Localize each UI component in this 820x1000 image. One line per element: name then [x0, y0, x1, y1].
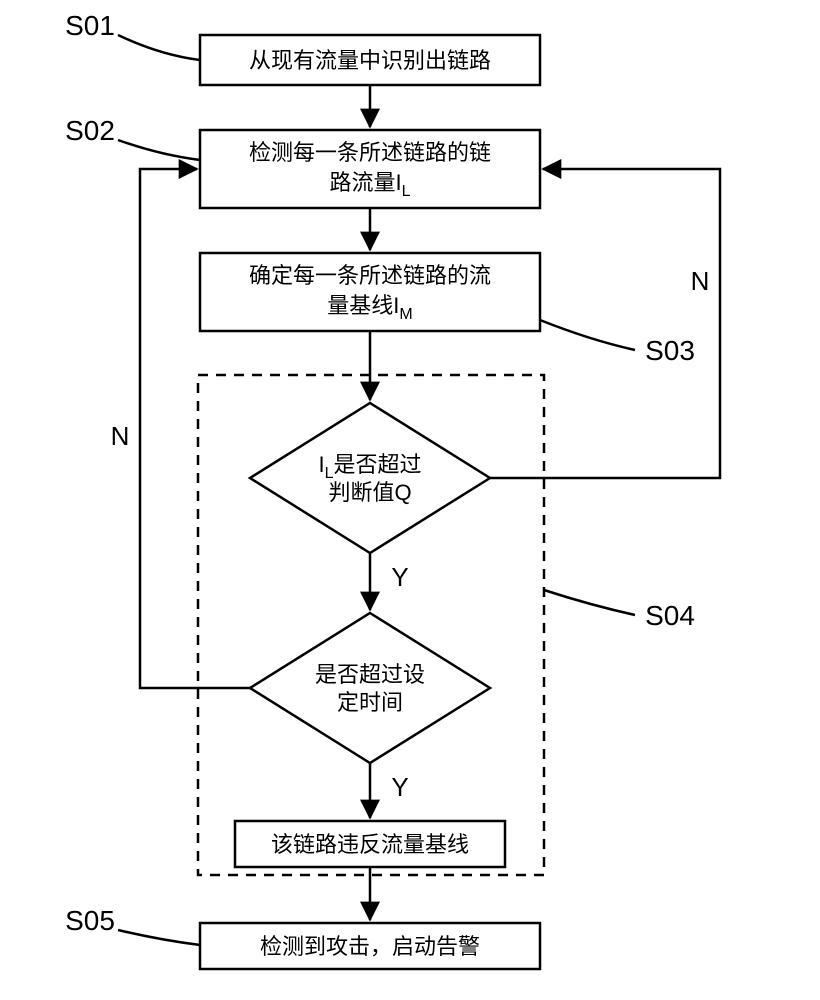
edge-d1-no-label: N: [691, 266, 710, 296]
step-label-s05: S05: [65, 905, 115, 936]
edge-d2-no: [140, 169, 250, 688]
decision-exceed-time: [250, 613, 490, 763]
step-label-s03: S03: [645, 335, 695, 366]
leader-s02: [118, 140, 200, 160]
decision-exceed-q-line2: 判断值Q: [328, 480, 411, 505]
flowchart-diagram: S01 从现有流量中识别出链路 S02 检测每一条所述链路的链 路流量IL 确定…: [0, 0, 820, 1000]
edge-d1-no: [490, 169, 720, 478]
decision-exceed-q-line1: IL是否超过: [318, 452, 421, 482]
leader-s01: [118, 35, 200, 60]
decision-exceed-q: [250, 403, 490, 553]
node-violation-text: 该链路违反流量基线: [271, 832, 469, 857]
step-label-s01: S01: [65, 10, 115, 41]
leader-s04: [544, 590, 635, 615]
node-baseline-line2: 量基线IM: [327, 293, 412, 323]
leader-s03: [540, 320, 635, 350]
decision-exceed-time-line2: 定时间: [337, 690, 403, 715]
node-detect-traffic-line1: 检测每一条所述链路的链: [249, 140, 491, 165]
decision-exceed-time-line1: 是否超过设: [315, 662, 425, 687]
node-alarm-text: 检测到攻击，启动告警: [260, 934, 480, 959]
step-label-s04: S04: [645, 600, 695, 631]
edge-d1-y-label: Y: [391, 562, 408, 592]
edge-d2-y-label: Y: [391, 772, 408, 802]
edge-d2-no-label: N: [111, 421, 130, 451]
node-baseline-line1: 确定每一条所述链路的流: [249, 263, 491, 288]
leader-s05: [118, 930, 200, 945]
step-label-s02: S02: [65, 115, 115, 146]
node-identify-link-text: 从现有流量中识别出链路: [249, 48, 491, 73]
node-detect-traffic-line2: 路流量IL: [329, 170, 410, 200]
